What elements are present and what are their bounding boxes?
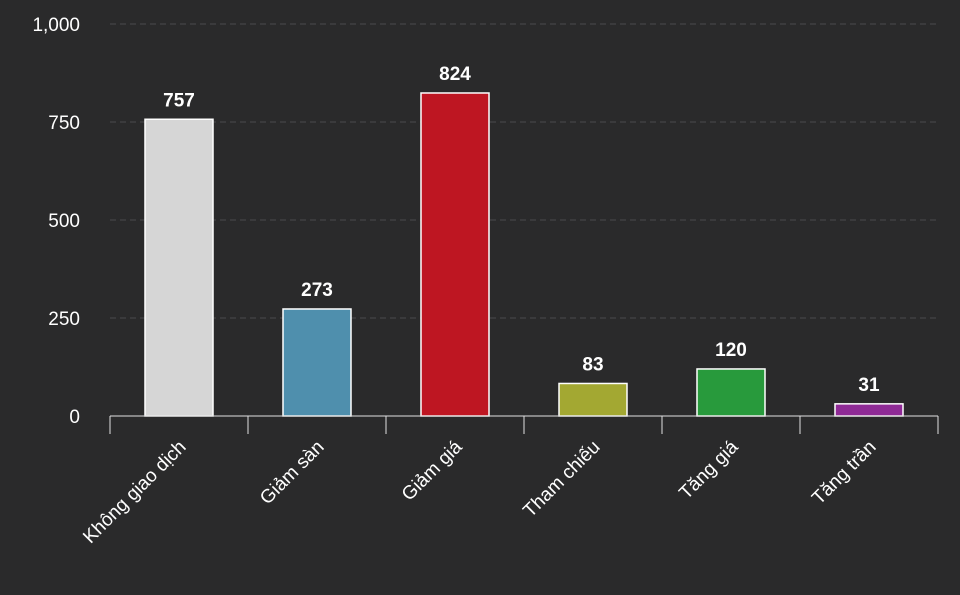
x-axis — [109, 415, 939, 434]
y-tick-label: 0 — [69, 407, 80, 428]
x-category-label: Không giao dịch — [79, 437, 190, 548]
x-category-label: Tham chiếu — [519, 437, 604, 522]
bar[interactable] — [144, 118, 214, 417]
bar-value-label: 273 — [301, 280, 333, 301]
y-tick-label: 500 — [48, 211, 80, 232]
x-category-label: Giảm giá — [398, 436, 467, 505]
bar[interactable] — [558, 382, 628, 417]
bar-value-label: 824 — [439, 64, 471, 85]
x-axis-category-labels: Không giao dịch Giảm sàn Giảm giá Tham chiế… — [79, 436, 880, 548]
bar-value-label: 31 — [858, 375, 880, 396]
bar-value-label: 120 — [715, 340, 747, 361]
x-category-label: Tăng trần — [808, 437, 880, 509]
x-category-label: Giảm sàn — [256, 437, 328, 509]
bar-value-label: 757 — [163, 90, 195, 111]
data-labels: 757 273 824 83 120 31 — [163, 64, 880, 396]
bar[interactable] — [420, 92, 490, 417]
x-category-label: Tăng giá — [675, 436, 742, 503]
bars — [144, 92, 904, 417]
bar[interactable] — [282, 308, 352, 417]
y-tick-label: 750 — [48, 113, 80, 134]
bar[interactable] — [696, 368, 766, 417]
bar-value-label: 83 — [582, 354, 603, 375]
bar[interactable] — [834, 403, 904, 417]
y-axis-ticks: 0 250 500 750 1,000 — [32, 15, 80, 428]
y-tick-label: 250 — [48, 309, 80, 330]
y-tick-label: 1,000 — [32, 15, 80, 36]
grid-lines — [110, 23, 938, 319]
